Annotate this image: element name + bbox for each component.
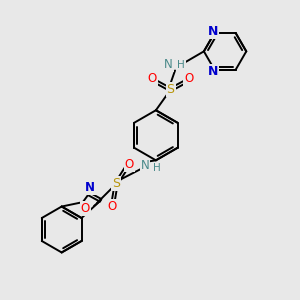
Text: O: O	[184, 72, 194, 85]
Text: N: N	[208, 25, 218, 38]
Text: O: O	[81, 202, 90, 215]
Text: S: S	[167, 83, 175, 96]
Text: H: H	[177, 60, 185, 70]
Text: N: N	[85, 181, 95, 194]
Text: N: N	[208, 65, 218, 78]
Text: O: O	[107, 200, 116, 213]
Text: N: N	[164, 58, 173, 71]
Text: S: S	[112, 177, 120, 190]
Text: H: H	[154, 163, 161, 173]
Text: O: O	[125, 158, 134, 171]
Text: N: N	[141, 159, 149, 172]
Text: O: O	[148, 72, 157, 85]
